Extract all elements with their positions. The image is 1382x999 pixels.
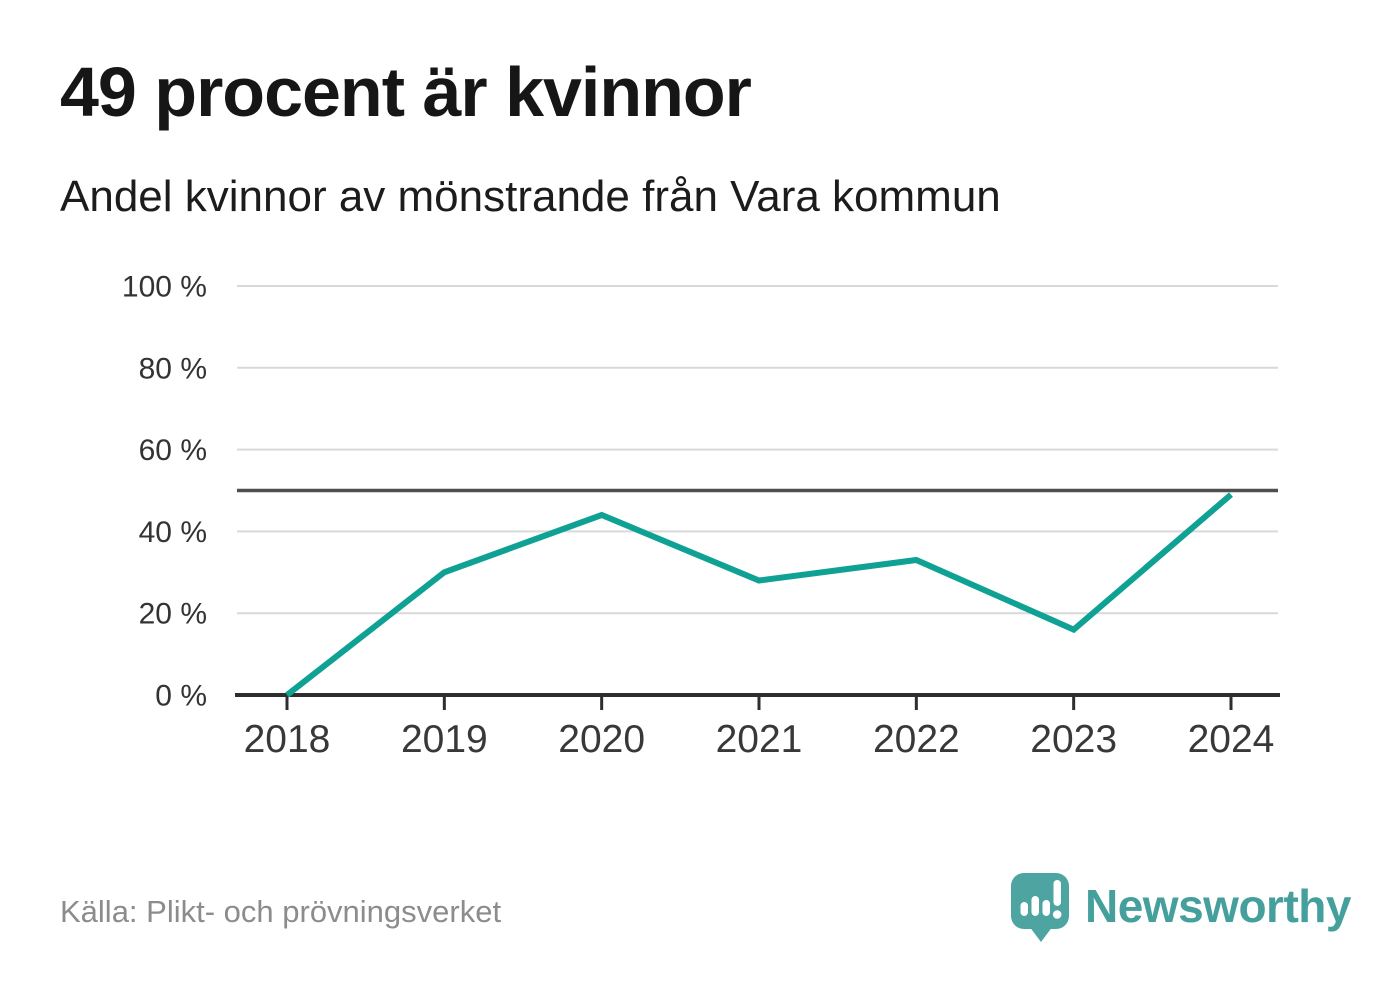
page-title: 49 procent är kvinnor xyxy=(60,53,752,131)
y-axis-label: 40 % xyxy=(139,516,207,549)
y-axis-label: 0 % xyxy=(155,680,207,713)
x-axis-label: 2018 xyxy=(244,718,331,761)
x-axis-label: 2023 xyxy=(1030,718,1117,761)
y-axis-label: 100 % xyxy=(122,271,207,304)
y-axis-label: 60 % xyxy=(139,434,207,467)
x-axis-label: 2019 xyxy=(401,718,488,761)
brand-footer: Newsworthy xyxy=(1008,870,1351,944)
brand-name: Newsworthy xyxy=(1085,880,1351,932)
x-axis-label: 2020 xyxy=(558,718,645,761)
data-line-andel-kvinnor xyxy=(285,492,1233,698)
chart-subtitle: Andel kvinnor av mönstrande från Vara ko… xyxy=(60,172,1001,221)
x-axis-label: 2022 xyxy=(873,718,960,761)
x-axis-label: 2024 xyxy=(1188,718,1275,761)
y-axis-label: 20 % xyxy=(139,598,207,631)
x-axis-label: 2021 xyxy=(716,718,803,761)
y-axis-label: 80 % xyxy=(139,352,207,385)
speech-bubble-bar-chart-icon xyxy=(1011,873,1069,942)
source-note: Källa: Plikt- och prövningsverket xyxy=(60,894,502,929)
